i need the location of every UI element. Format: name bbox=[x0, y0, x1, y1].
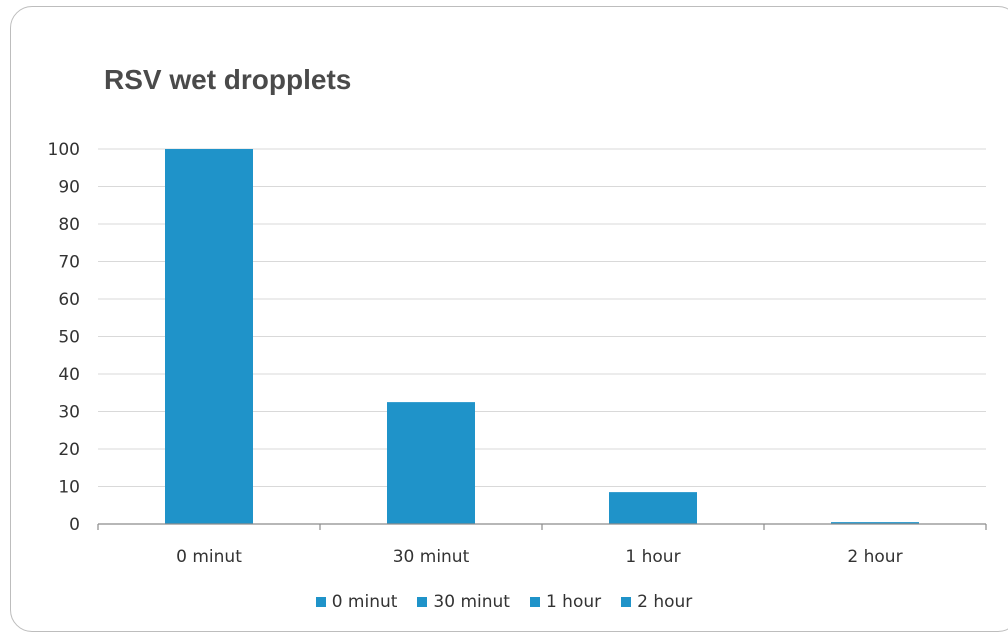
legend-label: 30 minut bbox=[433, 592, 510, 612]
y-tick-label: 90 bbox=[58, 178, 80, 198]
legend-label: 2 hour bbox=[637, 592, 693, 612]
legend-swatch bbox=[529, 597, 540, 607]
bar-1-hour bbox=[609, 492, 697, 524]
y-tick-label: 20 bbox=[58, 440, 80, 460]
y-tick-label: 40 bbox=[58, 365, 80, 385]
y-tick-label: 50 bbox=[58, 328, 80, 348]
legend-label: 1 hour bbox=[545, 592, 602, 612]
bar-30-minut bbox=[387, 402, 475, 524]
legend-item: 1 hour bbox=[529, 592, 602, 612]
legend-swatch bbox=[315, 597, 326, 607]
bar-0-minut bbox=[165, 149, 253, 524]
chart-title: RSV wet dropplets bbox=[104, 64, 352, 95]
legend-label: 0 minut bbox=[331, 592, 398, 612]
legend: 0 minut 30 minut 1 hour 2 hour bbox=[0, 592, 1008, 612]
legend-item: 0 minut bbox=[315, 592, 398, 612]
y-tick-label: 80 bbox=[58, 215, 80, 235]
legend-item: 30 minut bbox=[417, 592, 510, 612]
x-tick-label: 0 minut bbox=[176, 547, 242, 567]
x-tick-label: 30 minut bbox=[393, 547, 470, 567]
y-tick-label: 0 bbox=[69, 515, 80, 535]
x-tick-label: 1 hour bbox=[625, 547, 680, 567]
y-tick-label: 30 bbox=[58, 403, 80, 423]
legend-item: 2 hour bbox=[621, 592, 692, 612]
y-tick-label: 60 bbox=[58, 290, 80, 310]
bar-2-hour bbox=[831, 522, 919, 524]
y-tick-label: 70 bbox=[58, 253, 80, 273]
x-tick-label: 2 hour bbox=[847, 547, 902, 567]
y-tick-label: 100 bbox=[48, 140, 80, 160]
y-tick-label: 10 bbox=[58, 478, 80, 498]
legend-swatch bbox=[417, 597, 428, 607]
legend-swatch bbox=[621, 597, 632, 607]
